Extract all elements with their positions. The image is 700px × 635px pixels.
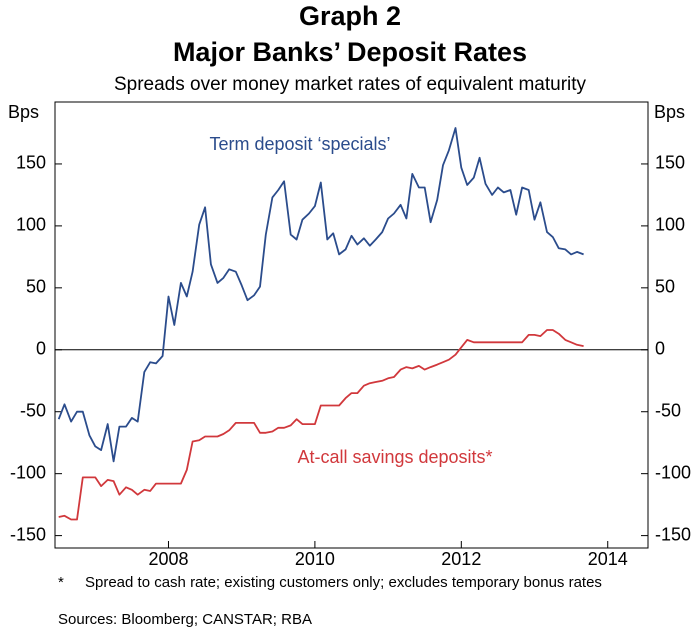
y2-tick-label: 150 [655,153,685,173]
x-tick-label: 2008 [148,549,188,569]
footnote-marker: * [58,574,64,591]
y2-tick-label: 50 [655,277,675,297]
y-tick-label: 0 [36,339,46,359]
series-label: At-call savings deposits* [297,447,492,467]
chart-title: Graph 2 [299,1,401,31]
y-tick-label: -100 [10,462,46,482]
line-series [58,329,584,521]
y-axis-label: Bps [8,102,39,122]
series-label: Term deposit ‘specials’ [209,134,390,154]
y2-tick-label: 0 [655,339,665,359]
y-tick-label: -50 [20,400,46,420]
x-tick-label: 2014 [588,549,628,569]
y2-tick-label: -50 [655,400,681,420]
y-tick-label: -150 [10,524,46,544]
x-tick-label: 2012 [441,549,481,569]
chart-subtitle: Major Banks’ Deposit Rates [173,37,527,67]
y2-tick-label: 100 [655,215,685,235]
sources: Sources: Bloomberg; CANSTAR; RBA [58,611,312,628]
y2-axis-label: Bps [654,102,685,122]
footnote: Spread to cash rate; existing customers … [85,574,602,591]
chart-description: Spreads over money market rates of equiv… [114,74,587,95]
y-tick-label: 150 [16,153,46,173]
line-series [57,127,584,463]
y-tick-label: 100 [16,215,46,235]
y-tick-label: 50 [26,277,46,297]
plot-frame [54,101,649,549]
y2-tick-label: -100 [655,462,691,482]
x-tick-label: 2010 [295,549,335,569]
y2-tick-label: -150 [655,524,691,544]
